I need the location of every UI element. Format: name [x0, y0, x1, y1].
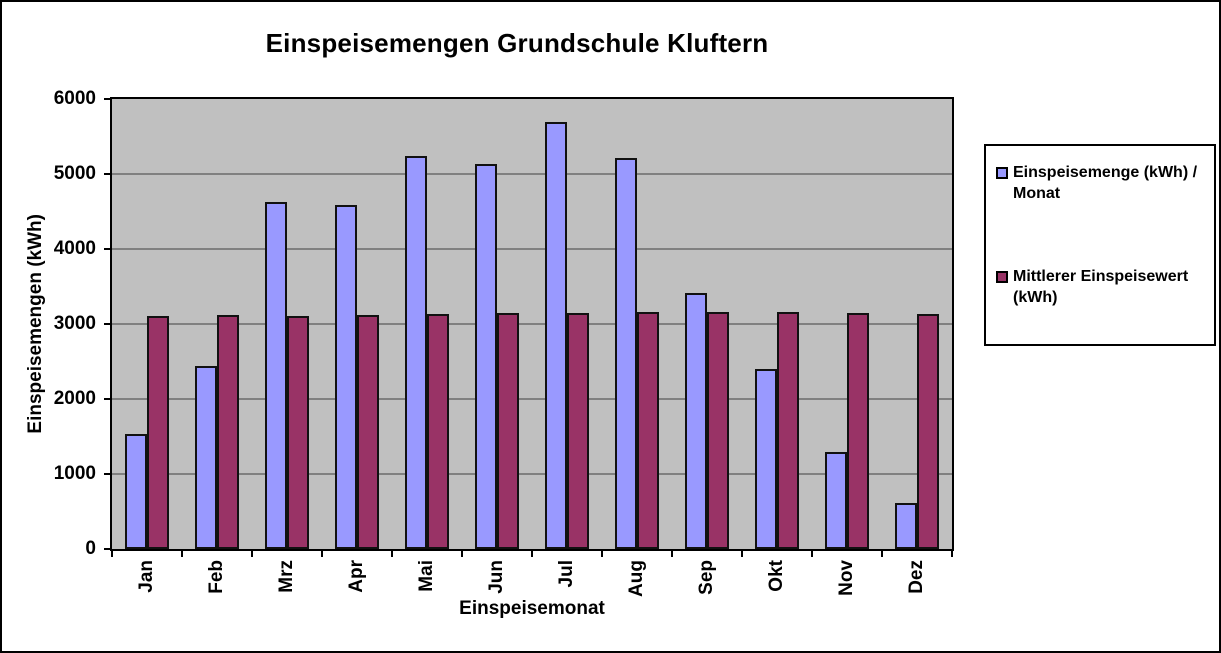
legend-entry-label: Einspeisemenge (kWh) / Monat	[1013, 162, 1197, 204]
y-axis-labels: 0 1000 2000 3000 4000 5000 6000	[2, 89, 96, 559]
x-tick-label-jan: Jan	[135, 560, 157, 593]
x-tick-mark	[390, 551, 393, 557]
x-tick-mark	[951, 551, 953, 557]
y-tick-mark	[104, 98, 112, 100]
bar-group-aug	[602, 99, 672, 549]
bar-dez	[895, 502, 917, 549]
legend-label-line: Monat	[1013, 185, 1061, 202]
y-tick-label: 3000	[53, 313, 96, 334]
bar-apr	[357, 315, 379, 549]
x-tick-label-dez: Dez	[906, 560, 927, 594]
x-tick-label-jul: Jul	[556, 560, 577, 588]
y-tick-label: 6000	[53, 88, 96, 109]
y-tick-label: 0	[85, 538, 96, 559]
bar-mrz	[287, 315, 309, 549]
x-tick-mark	[250, 551, 253, 557]
bar-feb	[217, 315, 239, 549]
bar-jun	[475, 163, 497, 549]
y-tick-mark	[104, 247, 112, 250]
legend-label-line: Einspeisemenge (kWh) /	[1013, 164, 1198, 181]
x-tick-mark	[180, 551, 183, 557]
legend-color-swatch	[996, 271, 1008, 283]
y-tick-label: 5000	[53, 162, 96, 184]
legend-color-swatch	[996, 167, 1008, 179]
y-tick-mark	[104, 548, 112, 550]
y-axis-ticks	[104, 98, 112, 550]
x-axis-ticks	[111, 551, 953, 557]
bar-group-nov	[812, 99, 882, 549]
plot-area	[110, 97, 954, 551]
bar-sep	[707, 312, 729, 549]
x-tick-mark	[600, 551, 603, 557]
bar-jan	[125, 434, 147, 549]
y-tick-label: 2000	[53, 387, 96, 409]
y-tick-mark	[104, 323, 112, 325]
x-tick-mark	[811, 551, 813, 557]
bar-jul	[567, 312, 589, 549]
bar-jul	[545, 121, 567, 549]
bar-group-jan	[112, 99, 182, 549]
x-tick-mark	[880, 551, 883, 557]
legend-label-line: (kWh)	[1013, 289, 1058, 306]
bar-feb	[195, 366, 217, 549]
x-tick-mark	[531, 551, 533, 557]
y-tick-mark	[104, 473, 112, 475]
bar-nov	[825, 452, 847, 549]
bar-group-mrz	[252, 99, 322, 549]
bar-group-feb	[182, 99, 252, 549]
legend-label-line: Mittlerer Einspeisewert	[1013, 268, 1189, 285]
bar-group-sep	[672, 99, 742, 549]
bar-apr	[335, 204, 357, 549]
x-axis-title: Einspeisemonat	[459, 598, 605, 619]
x-tick-label-aug: Aug	[626, 560, 647, 597]
x-tick-label-nov: Nov	[836, 560, 857, 596]
chart-title: Einspeisemengen Grundschule Kluftern	[265, 28, 769, 58]
gridline	[112, 398, 952, 401]
gridline	[112, 248, 952, 251]
legend-entry-average: Mittlerer Einspeisewert (kWh)	[996, 266, 1210, 308]
legend: Einspeisemenge (kWh) / Monat Mittlerer E…	[984, 144, 1216, 346]
bar-aug	[637, 312, 659, 549]
bar-mai	[427, 314, 449, 549]
legend-entry-label: Mittlerer Einspeisewert (kWh)	[1013, 266, 1188, 308]
legend-entry-monthly: Einspeisemenge (kWh) / Monat	[996, 162, 1210, 204]
gridline	[112, 173, 952, 175]
y-tick-label: 4000	[53, 237, 96, 259]
x-tick-mark	[461, 551, 463, 557]
y-tick-label: 1000	[53, 463, 96, 484]
bar-group-mai	[392, 99, 462, 549]
x-tick-label-mai: Mai	[416, 560, 437, 592]
bar-group-dez	[882, 99, 952, 549]
gridline	[112, 473, 952, 476]
bar-okt	[755, 369, 777, 549]
x-tick-label-jun: Jun	[485, 560, 507, 594]
bar-group-jun	[462, 99, 532, 549]
bar-group-okt	[742, 99, 812, 549]
bar-jun	[497, 313, 519, 549]
bar-aug	[615, 157, 637, 549]
bar-group-jul	[532, 99, 602, 549]
x-tick-mark	[670, 551, 673, 557]
x-tick-label-mrz: Mrz	[276, 560, 297, 593]
bar-group-apr	[322, 99, 392, 549]
bar-dez	[917, 314, 939, 549]
y-tick-mark	[104, 172, 112, 175]
bar-mai	[405, 156, 427, 549]
y-tick-mark	[104, 397, 112, 400]
gridline	[112, 323, 952, 325]
x-tick-label-okt: Okt	[765, 560, 787, 592]
bar-sep	[685, 292, 707, 549]
bar-jan	[147, 315, 169, 549]
bar-mrz	[265, 201, 287, 549]
x-tick-label-apr: Apr	[345, 560, 367, 593]
bar-nov	[847, 312, 869, 549]
x-tick-label-feb: Feb	[206, 560, 227, 594]
x-tick-mark	[741, 551, 743, 557]
x-tick-label-sep: Sep	[696, 560, 717, 595]
bars-row	[112, 99, 952, 549]
x-tick-mark	[111, 551, 113, 557]
x-tick-mark	[321, 551, 323, 557]
bar-okt	[777, 312, 799, 549]
